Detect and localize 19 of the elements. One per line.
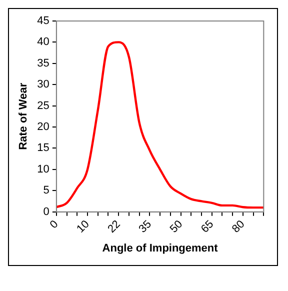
- y-tick-label: 0: [43, 206, 50, 218]
- x-tick-label: 35: [136, 218, 154, 236]
- y-tick-label: 15: [37, 142, 50, 154]
- y-tick-label: 10: [37, 163, 50, 176]
- x-tick-label: 10: [74, 218, 92, 236]
- x-tick-label: 22: [106, 218, 123, 236]
- y-tick-label: 45: [37, 15, 50, 28]
- y-tick-label: 20: [37, 121, 50, 134]
- y-tick-label: 5: [43, 184, 50, 197]
- x-tick-label: 80: [230, 218, 248, 236]
- y-axis-title: Rate of Wear: [18, 82, 30, 150]
- y-tick-label: 30: [37, 78, 50, 91]
- x-tick-label: 65: [198, 218, 216, 236]
- y-tick-label: 40: [37, 36, 50, 48]
- y-tick-label: 25: [37, 100, 50, 112]
- x-tick-label: 50: [168, 218, 186, 236]
- line-series: [55, 41, 265, 209]
- x-axis-title: Angle of Impingement: [102, 242, 218, 254]
- y-tick-label: 35: [37, 57, 50, 70]
